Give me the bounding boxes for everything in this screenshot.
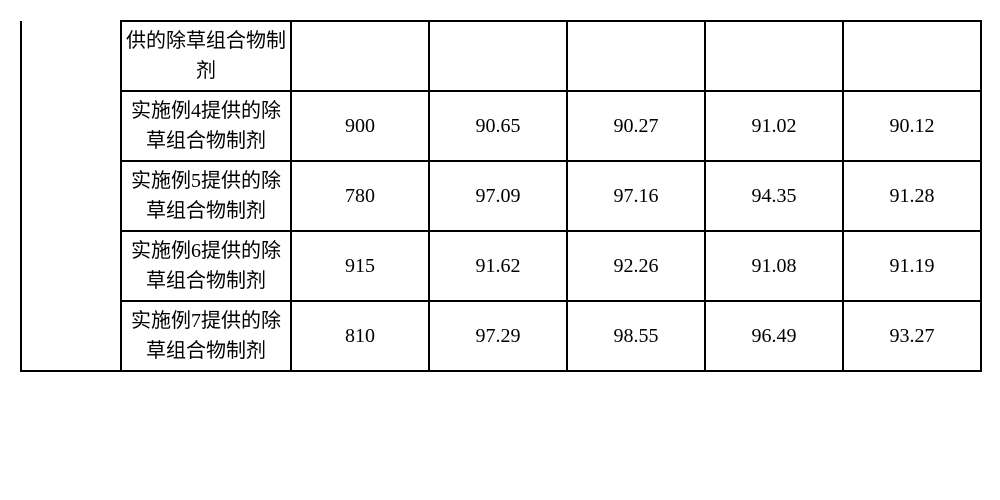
value-cell: 90.65 [429,91,567,161]
merged-left-cell [21,91,121,161]
desc-text: 实施例4提供的除草组合物制剂 [131,100,281,152]
value-cell: 97.16 [567,161,705,231]
desc-cell: 供的除草组合物制剂 [121,21,291,91]
value-cell: 96.49 [705,301,843,371]
value-cell: 93.27 [843,301,981,371]
value-cell: 91.28 [843,161,981,231]
value-cell: 91.08 [705,231,843,301]
value-cell [429,21,567,91]
value-cell: 915 [291,231,429,301]
table-row: 供的除草组合物制剂 [21,21,981,91]
value-cell: 810 [291,301,429,371]
desc-cell: 实施例5提供的除草组合物制剂 [121,161,291,231]
desc-text: 实施例7提供的除草组合物制剂 [131,310,281,362]
desc-cell: 实施例4提供的除草组合物制剂 [121,91,291,161]
desc-text: 供的除草组合物制剂 [126,30,286,82]
desc-cell: 实施例7提供的除草组合物制剂 [121,301,291,371]
merged-left-cell [21,231,121,301]
desc-cell: 实施例6提供的除草组合物制剂 [121,231,291,301]
data-table: 供的除草组合物制剂 实施例4提供的除草组合物制剂 900 90.65 90.27… [20,20,982,372]
value-cell: 94.35 [705,161,843,231]
value-cell: 90.27 [567,91,705,161]
value-cell: 97.09 [429,161,567,231]
table-row: 实施例7提供的除草组合物制剂 810 97.29 98.55 96.49 93.… [21,301,981,371]
desc-text: 实施例6提供的除草组合物制剂 [131,240,281,292]
value-cell: 90.12 [843,91,981,161]
value-cell: 92.26 [567,231,705,301]
merged-left-cell [21,301,121,371]
value-cell [567,21,705,91]
value-cell: 780 [291,161,429,231]
value-cell: 91.02 [705,91,843,161]
merged-left-cell [21,161,121,231]
value-cell: 98.55 [567,301,705,371]
table-row: 实施例5提供的除草组合物制剂 780 97.09 97.16 94.35 91.… [21,161,981,231]
merged-left-cell [21,21,121,91]
value-cell [705,21,843,91]
value-cell [291,21,429,91]
table-row: 实施例6提供的除草组合物制剂 915 91.62 92.26 91.08 91.… [21,231,981,301]
value-cell: 91.19 [843,231,981,301]
value-cell: 91.62 [429,231,567,301]
desc-text: 实施例5提供的除草组合物制剂 [131,170,281,222]
value-cell: 900 [291,91,429,161]
value-cell: 97.29 [429,301,567,371]
value-cell [843,21,981,91]
table-row: 实施例4提供的除草组合物制剂 900 90.65 90.27 91.02 90.… [21,91,981,161]
